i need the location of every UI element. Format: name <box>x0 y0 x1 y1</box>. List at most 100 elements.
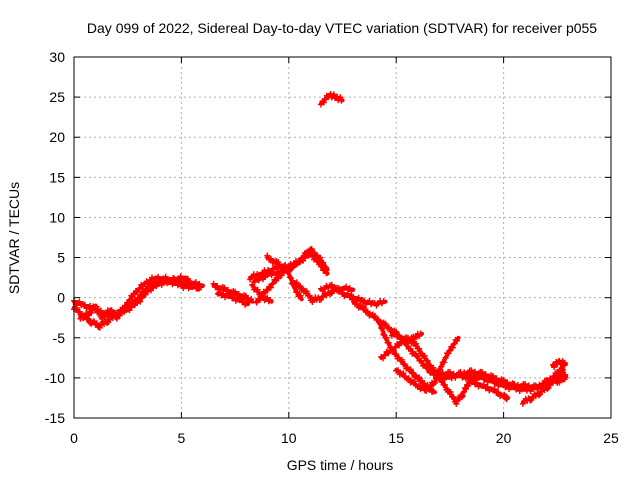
series-track-3 <box>77 273 201 322</box>
data-point <box>306 292 313 299</box>
data-point <box>461 372 468 379</box>
data-point <box>416 345 423 352</box>
data-point <box>425 366 432 373</box>
data-point <box>461 385 468 391</box>
data-point <box>264 287 271 294</box>
data-point <box>430 388 437 395</box>
data-point <box>330 91 337 98</box>
data-point <box>303 288 310 295</box>
data-point <box>410 369 417 376</box>
data-point <box>377 319 384 326</box>
data-point <box>128 304 135 310</box>
data-point <box>125 300 132 307</box>
data-point <box>504 382 511 389</box>
series-track-22 <box>550 357 568 371</box>
data-point <box>257 296 264 303</box>
data-point <box>216 289 223 296</box>
data-point <box>355 294 362 301</box>
data-point <box>361 297 367 304</box>
data-point <box>401 361 408 368</box>
data-point <box>441 359 448 366</box>
data-point <box>343 283 350 290</box>
data-point <box>286 274 293 281</box>
data-point <box>413 340 420 347</box>
axis-ticks <box>73 56 612 419</box>
data-point <box>297 283 304 289</box>
data-point <box>398 356 405 363</box>
data-point <box>439 377 445 383</box>
data-point <box>293 261 300 268</box>
data-point <box>382 320 389 327</box>
data-point <box>131 302 138 309</box>
series-track-5 <box>214 289 250 308</box>
data-point <box>361 304 367 311</box>
x-tick-label: 5 <box>178 430 186 446</box>
y-axis-label: SDTVAR / TECUs <box>6 182 22 294</box>
chart-title: Day 099 of 2022, Sidereal Day-to-day VTE… <box>87 20 597 36</box>
series-track-10 <box>251 245 330 285</box>
data-point <box>275 275 282 282</box>
series-track-21 <box>519 367 566 407</box>
data-point <box>430 364 437 371</box>
x-tick-label: 10 <box>281 430 297 446</box>
data-point <box>267 297 274 303</box>
data-point <box>108 307 115 314</box>
data-point <box>76 308 83 315</box>
data-point <box>235 291 242 297</box>
data-point <box>269 280 276 287</box>
data-point <box>470 377 477 384</box>
series-track-12 <box>318 281 388 309</box>
data-point <box>511 383 518 390</box>
data-point <box>484 384 491 390</box>
data-point <box>210 280 217 287</box>
data-point <box>493 379 500 386</box>
data-point <box>101 314 108 320</box>
data-point <box>405 375 412 382</box>
data-point <box>139 294 145 301</box>
data-point <box>396 332 403 339</box>
y-tick-label: 20 <box>49 129 65 145</box>
data-point <box>243 300 250 307</box>
data-point <box>495 389 502 396</box>
data-point <box>137 298 144 305</box>
data-point <box>393 351 400 358</box>
data-point <box>395 367 401 374</box>
data-point <box>334 284 341 291</box>
data-point <box>184 275 191 282</box>
data-point <box>290 264 297 271</box>
data-point <box>479 373 486 379</box>
plot-frame <box>73 56 612 419</box>
data-point <box>562 374 569 381</box>
data-point <box>385 350 392 357</box>
data-point <box>297 258 304 265</box>
data-point <box>214 283 221 289</box>
data-point <box>346 285 353 292</box>
data-point <box>480 381 487 388</box>
data-point <box>386 324 392 331</box>
y-tick-label: -15 <box>45 410 65 426</box>
y-tick-label: 0 <box>57 290 65 306</box>
data-point <box>131 291 138 298</box>
data-point <box>390 347 397 354</box>
data-point <box>93 320 100 327</box>
data-point <box>118 308 125 315</box>
x-tick-label: 0 <box>70 430 78 446</box>
data-point <box>231 294 237 301</box>
data-point <box>275 259 282 265</box>
data-point <box>155 273 162 280</box>
data-point <box>442 354 449 361</box>
data-point <box>142 291 149 298</box>
data-series <box>71 91 569 407</box>
series-track-13 <box>318 91 345 108</box>
data-point <box>350 296 357 303</box>
data-point <box>162 273 169 280</box>
data-point <box>441 381 448 388</box>
data-point <box>258 292 265 299</box>
data-point <box>438 363 445 370</box>
tick-labels: -15 -10 -5 0 5 10 15 20 25 30 0 5 10 15 20 25 <box>45 49 619 446</box>
series-track-23 <box>554 371 569 386</box>
data-point <box>426 386 433 393</box>
data-point <box>126 307 133 314</box>
data-point <box>446 347 453 354</box>
